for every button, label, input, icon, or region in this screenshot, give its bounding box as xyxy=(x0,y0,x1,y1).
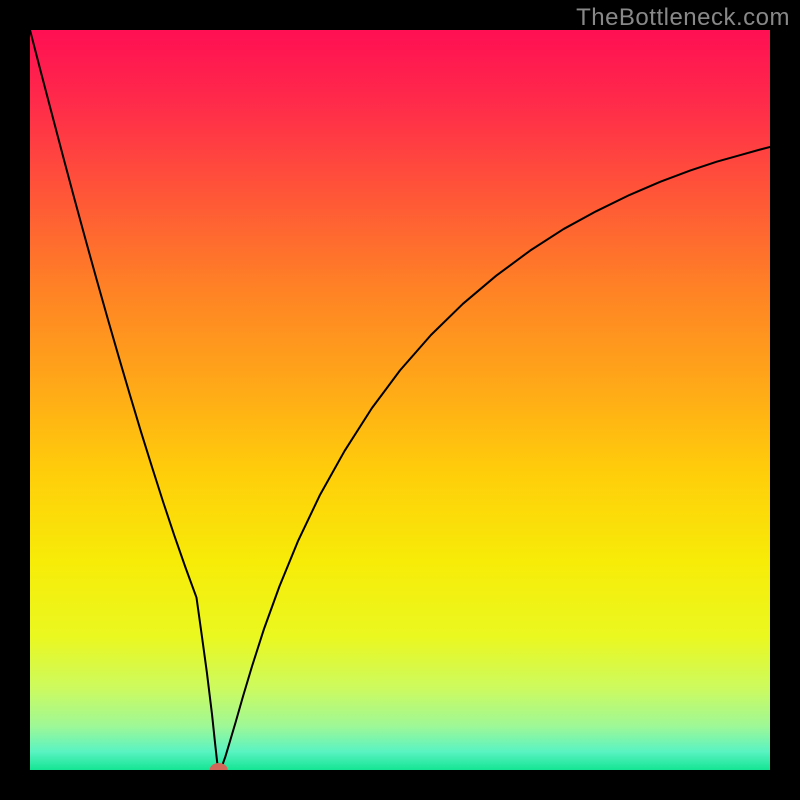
figure-root: TheBottleneck.com xyxy=(0,0,800,800)
chart-svg xyxy=(30,30,770,770)
watermark-label: TheBottleneck.com xyxy=(576,4,790,32)
plot-area xyxy=(30,30,770,770)
chart-background xyxy=(30,30,770,770)
